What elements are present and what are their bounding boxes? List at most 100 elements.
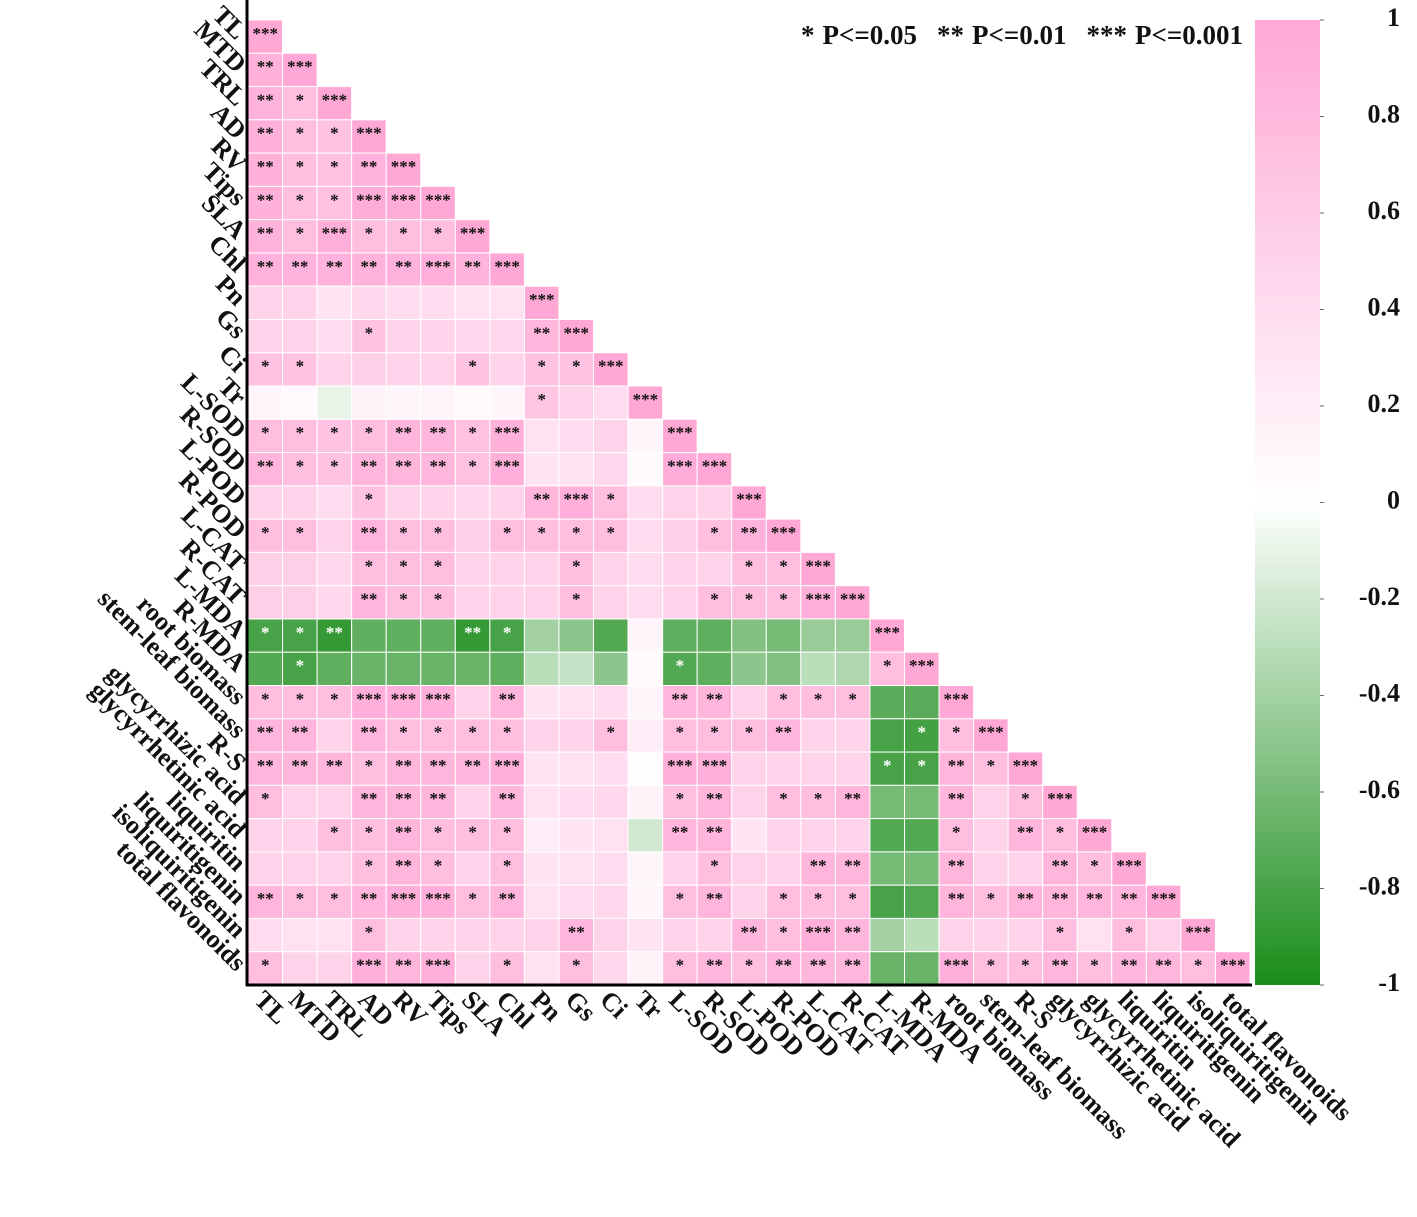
heatmap-cell [316, 718, 353, 753]
significance-label: * [607, 490, 616, 509]
heatmap-cell [385, 518, 422, 553]
significance-label: ** [568, 922, 585, 941]
significance-label: * [261, 423, 270, 442]
significance-label: *** [771, 523, 797, 542]
significance-label: ** [533, 323, 550, 342]
heatmap-cell [1076, 818, 1113, 853]
heatmap-cell [834, 884, 871, 919]
heatmap-cell [247, 52, 284, 88]
significance-label: * [848, 889, 857, 908]
heatmap-cell [765, 951, 802, 986]
heatmap-cell [627, 418, 664, 454]
significance-label: * [676, 889, 685, 908]
significance-label: ** [360, 157, 377, 176]
heatmap-cell [903, 685, 940, 720]
heatmap-cell [696, 585, 733, 620]
heatmap-cell [765, 784, 802, 820]
heatmap-cell [282, 884, 318, 919]
significance-label: * [503, 523, 512, 542]
heatmap-cell [316, 551, 353, 587]
heatmap-cell [282, 418, 318, 454]
significance-label: * [779, 556, 788, 575]
heatmap-cell [1076, 884, 1113, 919]
significance-label: * [261, 623, 270, 642]
y-axis-label: Chl [203, 229, 252, 278]
significance-label: * [261, 689, 270, 708]
colorbar-tick-label: -0.6 [1359, 775, 1400, 804]
heatmap-cell [282, 485, 318, 520]
significance-label: ** [1051, 856, 1068, 875]
significance-label: * [468, 889, 477, 908]
significance-label: ** [706, 689, 723, 708]
heatmap-cell [662, 551, 698, 587]
heatmap-cell [696, 685, 733, 720]
heatmap-cell [247, 951, 284, 986]
heatmap-cell [869, 618, 905, 653]
heatmap-cell [800, 951, 836, 986]
heatmap-cell [351, 651, 387, 687]
significance-label: * [434, 723, 443, 742]
heatmap-cell [627, 518, 664, 553]
heatmap-cell [800, 784, 836, 820]
heatmap-cell [834, 751, 871, 786]
significance-label: * [918, 756, 927, 775]
significance-label: *** [425, 956, 451, 975]
heatmap-cell [731, 685, 767, 720]
significance-label: ** [499, 889, 516, 908]
significance-label: *** [1220, 956, 1246, 975]
significance-label: * [987, 756, 996, 775]
heatmap-cell [316, 418, 353, 454]
heatmap-cell [869, 818, 905, 853]
significance-label: *** [1151, 889, 1177, 908]
significance-label: ** [948, 756, 965, 775]
significance-label: * [1021, 956, 1030, 975]
heatmap-cell [454, 418, 491, 454]
heatmap-cell [420, 219, 456, 254]
significance-label: *** [667, 456, 693, 475]
heatmap-cell [834, 818, 871, 853]
heatmap-cell [282, 851, 318, 886]
heatmap-cell [454, 518, 491, 553]
heatmap-cell [316, 618, 353, 653]
heatmap-cell [1111, 951, 1147, 986]
heatmap-cell [869, 884, 905, 919]
heatmap-cell [696, 651, 733, 687]
significance-label: *** [356, 956, 382, 975]
legend-label: P<=0.01 [972, 20, 1067, 50]
significance-label: ** [706, 889, 723, 908]
heatmap-cell [454, 751, 491, 786]
heatmap-cell [420, 618, 456, 653]
heatmap-cell [973, 784, 1009, 820]
significance-label: ** [430, 423, 447, 442]
heatmap-cell [662, 651, 698, 687]
significance-label: * [434, 590, 443, 609]
heatmap-cell [1145, 917, 1182, 953]
heatmap-cell [351, 452, 387, 487]
heatmap-cell [523, 685, 560, 720]
significance-label: ** [360, 523, 377, 542]
heatmap-cell [627, 685, 664, 720]
heatmap-cell [523, 818, 560, 853]
significance-label: ** [360, 789, 377, 808]
heatmap-cell [834, 651, 871, 687]
significance-label: * [296, 689, 305, 708]
heatmap-cell [454, 851, 491, 886]
significance-label: * [883, 656, 892, 675]
significance-label: ** [671, 689, 688, 708]
significance-label: ** [360, 456, 377, 475]
heatmap-cell [834, 585, 871, 620]
significance-label: *** [425, 257, 451, 276]
heatmap-cell [1111, 884, 1147, 919]
significance-label: ** [775, 723, 792, 742]
heatmap-cell [351, 818, 387, 853]
heatmap-cell [973, 818, 1009, 853]
significance-label: *** [944, 956, 970, 975]
significance-label: * [676, 723, 685, 742]
significance-label: *** [494, 456, 520, 475]
heatmap-cell [731, 718, 767, 753]
significance-label: ** [775, 956, 792, 975]
significance-label: ** [257, 124, 274, 143]
significance-label: *** [667, 423, 693, 442]
significance-label: *** [253, 24, 279, 43]
significance-label: *** [391, 889, 417, 908]
